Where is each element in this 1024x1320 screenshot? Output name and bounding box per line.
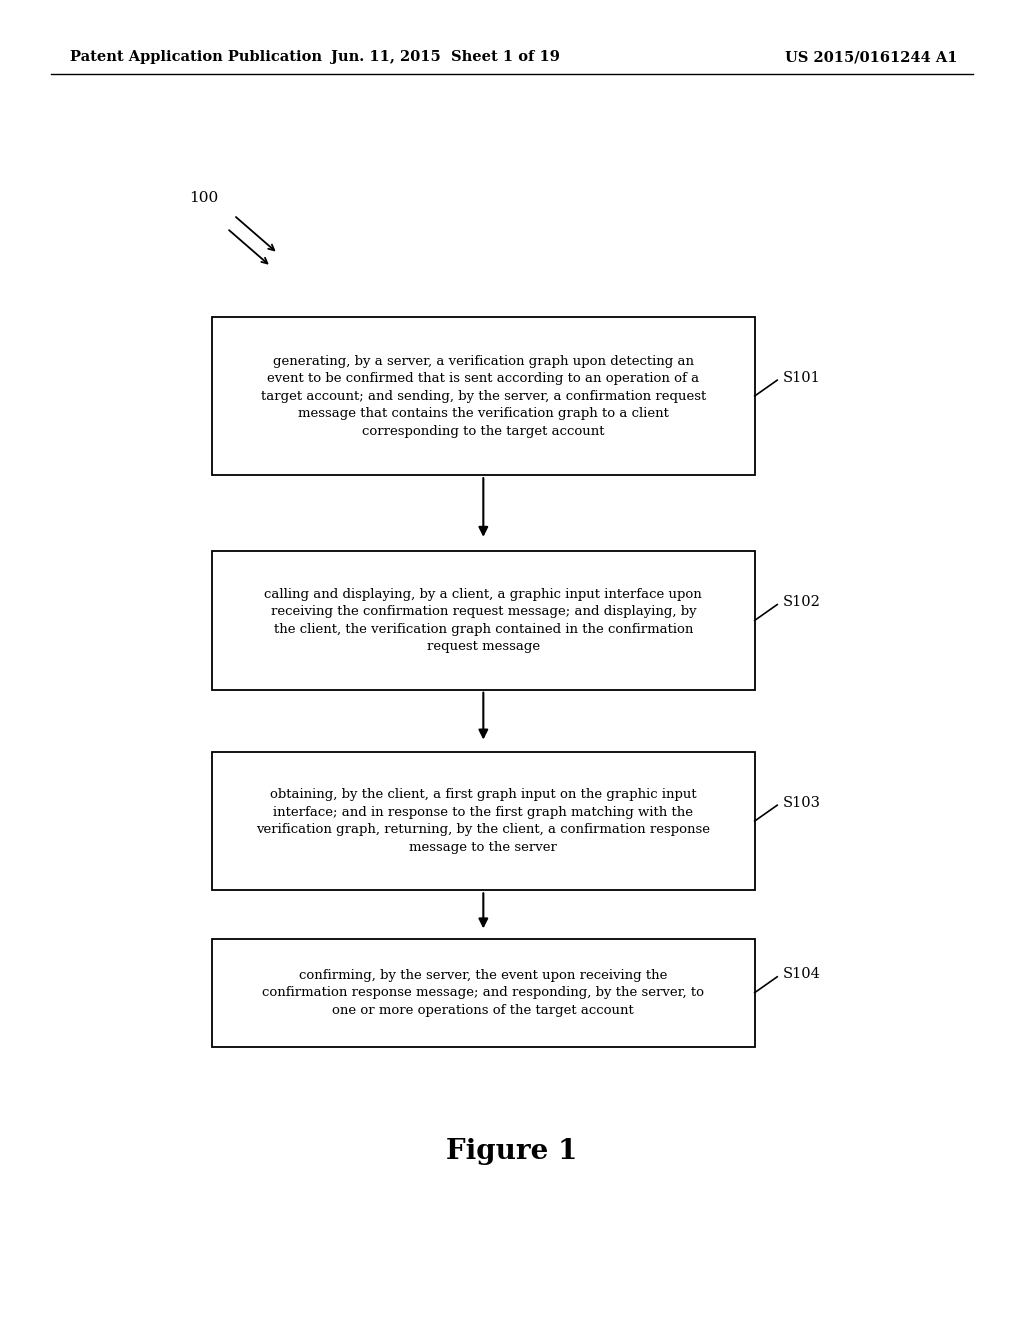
Text: generating, by a server, a verification graph upon detecting an
event to be conf: generating, by a server, a verification … — [261, 355, 706, 437]
Text: calling and displaying, by a client, a graphic input interface upon
receiving th: calling and displaying, by a client, a g… — [264, 587, 702, 653]
FancyBboxPatch shape — [212, 317, 755, 475]
FancyBboxPatch shape — [212, 752, 755, 890]
FancyBboxPatch shape — [212, 552, 755, 689]
Text: 100: 100 — [189, 190, 219, 205]
Text: US 2015/0161244 A1: US 2015/0161244 A1 — [785, 50, 957, 65]
Text: S101: S101 — [782, 371, 820, 384]
Text: S102: S102 — [782, 595, 820, 609]
Text: confirming, by the server, the event upon receiving the
confirmation response me: confirming, by the server, the event upo… — [262, 969, 705, 1016]
Text: Patent Application Publication: Patent Application Publication — [70, 50, 322, 65]
Text: S103: S103 — [782, 796, 820, 809]
Text: Jun. 11, 2015  Sheet 1 of 19: Jun. 11, 2015 Sheet 1 of 19 — [331, 50, 560, 65]
Text: Figure 1: Figure 1 — [446, 1138, 578, 1164]
FancyBboxPatch shape — [212, 939, 755, 1047]
Text: S104: S104 — [782, 968, 820, 981]
Text: obtaining, by the client, a first graph input on the graphic input
interface; an: obtaining, by the client, a first graph … — [256, 788, 711, 854]
